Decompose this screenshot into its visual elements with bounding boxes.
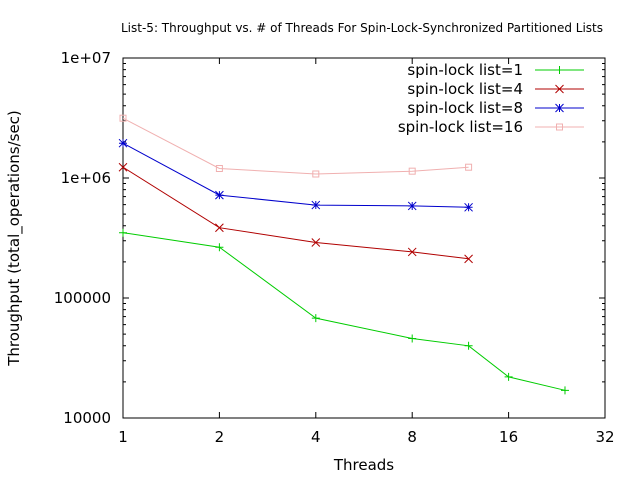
series-line (122, 166, 469, 260)
data-point (215, 164, 223, 172)
data-point (504, 372, 513, 381)
series-1 (119, 228, 569, 395)
legend-label: spin-lock list=4 (407, 80, 523, 98)
x-tick-label: 2 (215, 428, 225, 446)
legend-swatch-marker (555, 66, 564, 74)
data-point (215, 223, 224, 233)
legend-swatch-marker (555, 103, 564, 113)
y-tick-label: 1e+06 (61, 169, 111, 187)
chart-title: List-5: Throughput vs. # of Threads For … (121, 21, 603, 35)
x-tick-label: 8 (407, 428, 417, 446)
y-tick-label: 10000 (63, 409, 111, 427)
data-point (118, 162, 128, 172)
legend-item-2: spin-lock list=4 (407, 80, 584, 98)
series-layer (118, 114, 569, 395)
data-point (312, 170, 320, 178)
data-point (311, 238, 321, 247)
x-tick-label: 4 (311, 428, 321, 446)
series-3 (118, 138, 473, 212)
data-point (464, 202, 473, 212)
data-point (215, 243, 224, 252)
x-tick-label: 1 (118, 428, 128, 446)
data-point (118, 138, 128, 148)
plot-frame (122, 57, 606, 419)
legend-swatch-marker (556, 123, 563, 131)
data-point (407, 247, 417, 257)
x-axis-label: Threads (333, 456, 394, 474)
series-line (122, 232, 566, 391)
series-4 (119, 114, 473, 178)
data-point (464, 254, 473, 264)
data-point (465, 163, 473, 171)
legend-swatch-marker (555, 84, 564, 94)
data-point (311, 314, 320, 323)
y-tick-label: 1e+07 (61, 49, 111, 67)
series-line (122, 117, 469, 175)
legend-item-4: spin-lock list=16 (398, 118, 584, 136)
legend-item-1: spin-lock list=1 (407, 61, 584, 79)
data-point (408, 167, 416, 175)
legend-label: spin-lock list=16 (398, 118, 523, 136)
data-point (560, 386, 569, 395)
y-tick-label: 100000 (54, 289, 111, 307)
data-point (119, 228, 127, 237)
series-2 (118, 162, 473, 264)
legend-label: spin-lock list=1 (407, 61, 523, 79)
x-tick-label: 32 (595, 428, 614, 446)
legend-label: spin-lock list=8 (407, 99, 523, 117)
y-axis-label: Throughput (total_operations/sec) (5, 110, 24, 367)
data-point (215, 190, 224, 200)
axis-ticks (122, 57, 606, 419)
series-line (122, 142, 469, 208)
x-tick-label: 16 (499, 428, 518, 446)
data-point (407, 201, 417, 211)
data-point (119, 114, 127, 122)
data-point (311, 200, 321, 210)
data-point (408, 334, 417, 343)
data-point (464, 341, 473, 350)
axis-tick-labels: 1 2 4 8 16 32 10000 100000 1e+06 1e+07 (54, 49, 615, 446)
legend-item-3: spin-lock list=8 (407, 99, 584, 117)
